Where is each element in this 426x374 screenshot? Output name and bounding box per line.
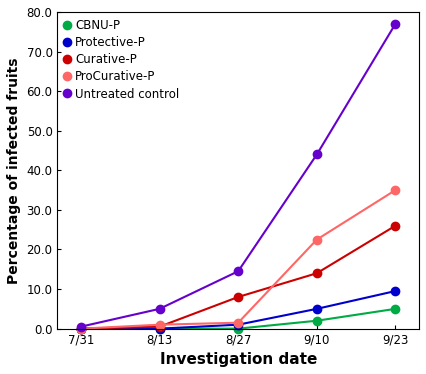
Curative-P [78,327,83,331]
Protective-P [78,327,83,331]
Protective-P [157,327,162,331]
Line: ProCurative-P: ProCurative-P [77,186,400,333]
Protective-P [314,307,320,311]
Curative-P [157,324,162,329]
Untreated control [157,307,162,311]
CBNU-P [236,327,241,331]
ProCurative-P [314,237,320,242]
Untreated control [78,324,83,329]
Protective-P [236,322,241,327]
Untreated control [314,152,320,157]
ProCurative-P [78,327,83,331]
Line: CBNU-P: CBNU-P [77,305,400,333]
CBNU-P [393,307,398,311]
Legend: CBNU-P, Protective-P, Curative-P, ProCurative-P, Untreated control: CBNU-P, Protective-P, Curative-P, ProCur… [61,15,183,104]
CBNU-P [157,327,162,331]
Untreated control [236,269,241,273]
Untreated control [393,22,398,26]
X-axis label: Investigation date: Investigation date [159,352,317,367]
ProCurative-P [393,188,398,192]
Curative-P [314,271,320,276]
Line: Curative-P: Curative-P [77,221,400,333]
Line: Untreated control: Untreated control [77,20,400,331]
ProCurative-P [236,321,241,325]
ProCurative-P [157,322,162,327]
Curative-P [236,295,241,299]
Y-axis label: Percentage of infected fruits: Percentage of infected fruits [7,57,21,283]
CBNU-P [314,319,320,323]
Protective-P [393,289,398,293]
Line: Protective-P: Protective-P [77,287,400,333]
CBNU-P [78,327,83,331]
Curative-P [393,224,398,228]
